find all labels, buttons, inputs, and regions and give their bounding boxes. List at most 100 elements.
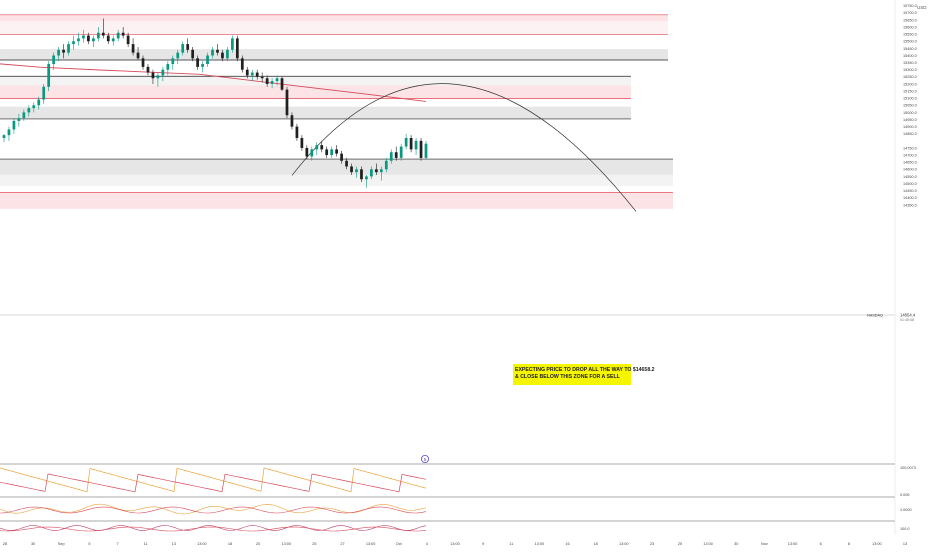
x-tick-label: 18 bbox=[594, 542, 598, 546]
y-tick-label: 15650.0 bbox=[903, 18, 917, 22]
candle bbox=[186, 38, 190, 53]
annotation-line-2: & CLOSE BELOW THIS ZONE FOR A SELL bbox=[515, 374, 621, 380]
candle-body bbox=[136, 52, 140, 59]
candle bbox=[141, 55, 145, 70]
candle-body bbox=[141, 58, 145, 67]
x-tick-label: 6 bbox=[820, 542, 822, 546]
candle bbox=[360, 166, 363, 183]
y-tick-label: 15500.0 bbox=[903, 40, 917, 44]
x-tick-label: 25 bbox=[678, 542, 682, 546]
candle bbox=[295, 123, 299, 141]
candle bbox=[171, 55, 175, 70]
candle-body bbox=[370, 169, 373, 177]
projection-arc bbox=[291, 83, 637, 212]
candle bbox=[22, 109, 26, 121]
x-tick-label: 23 bbox=[650, 542, 654, 546]
y-tick-label: 15350.0 bbox=[903, 61, 917, 65]
candle bbox=[335, 145, 339, 157]
candle bbox=[161, 66, 165, 82]
event-marker[interactable]: 5 bbox=[420, 454, 429, 463]
candle-body bbox=[201, 64, 204, 67]
candle bbox=[345, 157, 348, 170]
candle bbox=[131, 38, 135, 56]
zone-4 bbox=[0, 85, 631, 99]
candle-body bbox=[67, 44, 70, 53]
candle bbox=[404, 133, 408, 150]
x-tick-label: 4 bbox=[426, 542, 428, 546]
indicator-3-line-b bbox=[0, 526, 427, 532]
candle bbox=[72, 35, 75, 50]
x-tick-label: 13 bbox=[172, 542, 176, 546]
y-tick-label: 15000.0 bbox=[903, 111, 917, 115]
candle bbox=[17, 113, 21, 127]
y-tick-label: 14400.0 bbox=[903, 196, 917, 200]
candle bbox=[37, 96, 41, 110]
candle-body bbox=[365, 176, 368, 180]
candle-body bbox=[414, 140, 418, 150]
candle-body bbox=[211, 49, 214, 56]
y-tick-label: 14350.0 bbox=[903, 203, 917, 207]
zone-7 bbox=[0, 174, 673, 186]
y-tick-label: 14700.0 bbox=[903, 153, 917, 157]
candle-body bbox=[394, 152, 398, 158]
candle-body bbox=[7, 129, 11, 136]
y-tick-label: 14550.0 bbox=[903, 175, 917, 179]
candle-body bbox=[206, 55, 209, 65]
candle-body bbox=[181, 44, 185, 53]
candle bbox=[340, 150, 343, 164]
zone-5 bbox=[0, 106, 631, 119]
candle-body bbox=[146, 66, 150, 73]
candle bbox=[374, 163, 378, 175]
x-tick-label: 11 bbox=[509, 542, 513, 546]
candle-body bbox=[260, 76, 264, 79]
candle-body bbox=[245, 69, 249, 76]
candle bbox=[221, 49, 224, 62]
y-tick-label: 14900.0 bbox=[903, 125, 917, 129]
candle-body bbox=[335, 149, 339, 154]
candle bbox=[166, 61, 170, 76]
x-tick-label: 7 bbox=[116, 542, 118, 546]
x-tick-label: 13:00 bbox=[872, 542, 882, 546]
candle bbox=[384, 157, 388, 173]
candle bbox=[275, 75, 279, 86]
candle bbox=[365, 174, 368, 188]
candle-body bbox=[424, 143, 428, 158]
x-tick-label: 13:00 bbox=[619, 542, 629, 546]
candle-body bbox=[285, 89, 289, 116]
annotation-box[interactable] bbox=[513, 364, 631, 385]
y-axis[interactable]: 15750.0 15700.0 15650.0 15600.0 15550.0 15500… bbox=[903, 4, 917, 207]
candle-body bbox=[171, 58, 175, 65]
candle bbox=[121, 27, 125, 39]
candle-body bbox=[345, 160, 348, 167]
candle bbox=[255, 69, 259, 80]
candle-body bbox=[315, 145, 319, 150]
x-tick-label: 30 bbox=[31, 542, 35, 546]
indicator-1-line-b bbox=[0, 473, 427, 493]
candle-body bbox=[116, 32, 120, 39]
x-tick-label: 13:00 bbox=[366, 542, 376, 546]
candle bbox=[280, 76, 284, 92]
candle bbox=[126, 32, 130, 47]
candle bbox=[389, 149, 393, 164]
zone-0 bbox=[0, 14, 668, 22]
event-marker-circle[interactable] bbox=[420, 454, 429, 463]
candle bbox=[47, 61, 51, 92]
zone-1 bbox=[0, 21, 668, 35]
annotation-line-1: EXPECTING PRICE TO DROP ALL THE WAY TO $… bbox=[515, 367, 655, 373]
candle bbox=[181, 41, 185, 56]
y-tick-label: 15250.0 bbox=[903, 75, 917, 79]
y-tick-label: 14500.0 bbox=[903, 182, 917, 186]
candle bbox=[226, 46, 229, 62]
zones-layer bbox=[0, 14, 673, 209]
x-tick-label: 13:00 bbox=[197, 542, 207, 546]
candle bbox=[27, 105, 31, 117]
x-axis[interactable]: 28 30 Sep 5 7 11 13 13:00 18 20 13:00 25 27 13:00 Oct 4… bbox=[3, 542, 907, 546]
candle bbox=[82, 29, 85, 43]
last-price-label: 14654.4 bbox=[900, 313, 916, 318]
x-tick-label: 25 bbox=[312, 542, 316, 546]
indicator-2-label: 1.0000 bbox=[900, 508, 912, 512]
candle-body bbox=[305, 147, 309, 157]
candle bbox=[77, 32, 80, 46]
candle-body bbox=[176, 52, 180, 59]
